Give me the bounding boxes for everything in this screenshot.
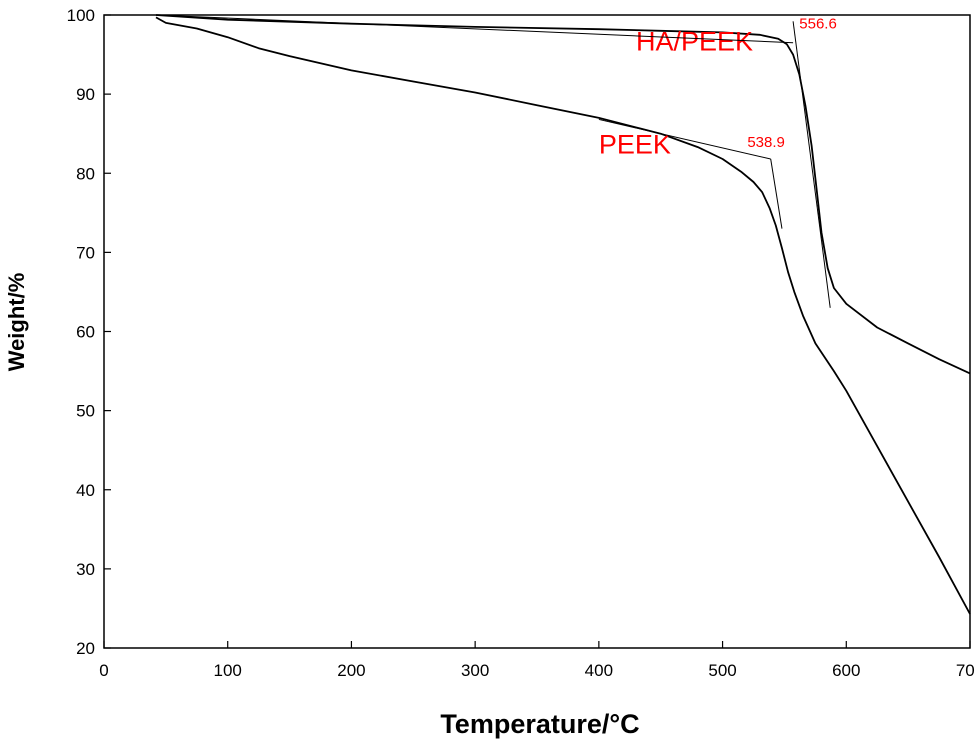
y-tick-label: 60: [76, 323, 95, 342]
x-axis-title: Temperature/°C: [440, 709, 639, 739]
onset-tangent-line: [598, 118, 771, 160]
x-tick-label: 0: [99, 661, 108, 680]
onset-temperature-label: 538.9: [747, 134, 785, 151]
y-tick-label: 70: [76, 243, 95, 262]
y-axis-title: Weight/%: [4, 273, 29, 372]
y-tick-label: 80: [76, 164, 95, 183]
onset-temperature-label: 556.6: [799, 15, 837, 32]
y-tick-label: 100: [67, 6, 95, 25]
y-tick-label: 40: [76, 481, 95, 500]
x-tick-label: 100: [214, 661, 242, 680]
series-line-peek: [155, 16, 971, 615]
x-tick-label: 700: [956, 661, 975, 680]
y-tick-label: 20: [76, 639, 95, 658]
series-line-ha-peek: [155, 14, 971, 375]
annotation-layer: 556.6 538.9: [155, 14, 837, 308]
onset-tangent-line: [155, 14, 794, 44]
x-tick-label: 400: [585, 661, 613, 680]
series-label: PEEK: [599, 129, 671, 159]
onset-tangent-line: [792, 21, 831, 308]
series-layer: HA/PEEK PEEK: [155, 14, 971, 615]
x-tick-label: 300: [461, 661, 489, 680]
x-axis-ticks: 0 100 200 300 400 500 600 700: [99, 641, 975, 680]
y-tick-label: 30: [76, 560, 95, 579]
y-tick-label: 90: [76, 85, 95, 104]
x-tick-label: 500: [708, 661, 736, 680]
series-label: HA/PEEK: [636, 27, 753, 57]
x-tick-label: 600: [832, 661, 860, 680]
plot-frame: [103, 14, 971, 649]
onset-tangent-line: [770, 158, 783, 229]
y-axis-ticks: 20 30 40 50 60 70 80 90 100: [67, 6, 111, 658]
y-tick-label: 50: [76, 402, 95, 421]
x-tick-label: 200: [337, 661, 365, 680]
